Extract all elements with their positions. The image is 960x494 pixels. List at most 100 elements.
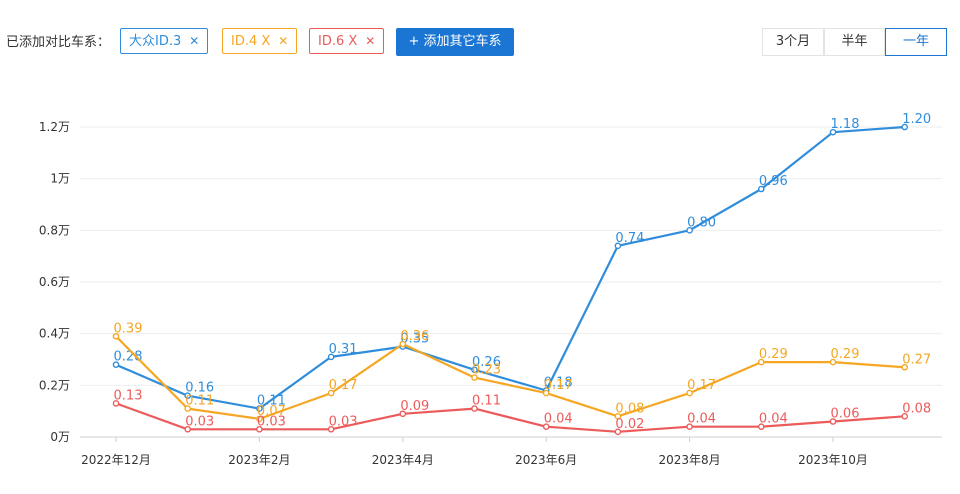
data-point xyxy=(829,128,837,136)
data-label: 0.07 xyxy=(257,404,286,419)
data-point xyxy=(471,374,478,381)
data-label: 0.08 xyxy=(902,401,931,416)
data-label: 0.36 xyxy=(400,329,429,344)
data-point xyxy=(758,358,765,366)
data-point xyxy=(112,400,120,407)
data-point xyxy=(256,425,263,433)
data-label: 0.17 xyxy=(329,378,358,393)
data-label: 0.04 xyxy=(544,412,573,427)
series-line-2 xyxy=(115,402,905,433)
data-label: 0.29 xyxy=(759,347,788,362)
data-label: 0.06 xyxy=(831,407,860,422)
data-label: 0.03 xyxy=(257,414,286,429)
data-point xyxy=(184,392,191,399)
series-tag-label: ID.6 X xyxy=(318,34,358,49)
x-tick-label: 2023年2月 xyxy=(228,453,290,467)
data-point xyxy=(686,389,693,397)
data-point xyxy=(399,410,407,418)
data-point xyxy=(614,428,622,436)
data-point xyxy=(112,332,120,340)
data-point xyxy=(686,227,693,234)
x-tick-label: 2023年8月 xyxy=(659,453,721,467)
data-point xyxy=(327,425,335,433)
data-label: 0.26 xyxy=(472,355,501,370)
toolbar: 已添加对比车系： 大众ID.3 ✕ ID.4 X ✕ ID.6 X ✕ + 添加其它车… xyxy=(0,0,960,90)
data-label: 1.20 xyxy=(902,112,931,127)
data-label: 0.16 xyxy=(185,381,214,396)
data-point xyxy=(112,361,120,368)
data-label: 0.80 xyxy=(687,215,716,230)
close-icon[interactable]: ✕ xyxy=(189,34,200,48)
range-3-months-button[interactable]: 3个月 xyxy=(762,28,824,56)
data-label: 0.27 xyxy=(902,352,931,367)
series-tag-label: 大众ID.3 xyxy=(129,34,182,49)
y-tick-label: 1万 xyxy=(50,172,70,186)
data-label: 1.18 xyxy=(831,117,860,132)
data-label: 0.74 xyxy=(615,231,644,246)
x-tick-label: 2023年10月 xyxy=(798,453,868,467)
data-point xyxy=(901,413,909,420)
data-point xyxy=(901,123,909,131)
data-label: 0.96 xyxy=(759,174,788,189)
series-tag-id3[interactable]: 大众ID.3 ✕ xyxy=(120,28,209,54)
data-label: 0.03 xyxy=(185,414,214,429)
data-point xyxy=(327,353,335,361)
y-tick-label: 0.8万 xyxy=(39,223,70,237)
y-tick-label: 0.2万 xyxy=(39,378,70,392)
data-label: 0.31 xyxy=(329,342,358,357)
add-series-button[interactable]: + 添加其它车系 xyxy=(396,28,514,56)
data-point xyxy=(829,358,837,366)
data-point xyxy=(184,405,191,412)
x-tick-label: 2023年6月 xyxy=(515,453,577,467)
series-tag-id6x[interactable]: ID.6 X ✕ xyxy=(309,28,385,54)
data-point xyxy=(471,366,478,374)
data-label: 0.17 xyxy=(544,378,573,393)
data-label: 0.13 xyxy=(114,388,143,403)
range-half-year-button[interactable]: 半年 xyxy=(824,28,885,56)
data-point xyxy=(758,423,765,430)
y-tick-label: 0万 xyxy=(50,430,70,444)
data-point xyxy=(542,389,550,397)
data-label: 0.02 xyxy=(615,417,644,432)
data-point xyxy=(256,405,263,412)
y-tick-label: 1.2万 xyxy=(39,120,70,134)
data-point xyxy=(542,423,550,430)
data-point xyxy=(829,418,837,425)
series-tag-id4x[interactable]: ID.4 X ✕ xyxy=(222,28,298,54)
data-point xyxy=(399,340,407,348)
data-point xyxy=(758,185,765,193)
data-label: 0.18 xyxy=(544,376,573,391)
x-tick-label: 2022年12月 xyxy=(81,453,151,467)
data-label: 0.35 xyxy=(400,332,429,347)
data-point xyxy=(471,405,478,412)
data-point xyxy=(184,425,191,433)
data-label: 0.11 xyxy=(472,394,501,409)
x-tick-label: 2023年4月 xyxy=(372,453,434,467)
close-icon[interactable]: ✕ xyxy=(365,34,376,48)
line-chart: 0万 0.2万 0.4万 0.6万 0.8万 1万 1.2万 2022年12月 2023年2月 2… xyxy=(39,112,942,467)
data-point xyxy=(686,423,693,430)
data-point xyxy=(614,242,622,250)
data-point xyxy=(614,413,622,420)
data-point xyxy=(327,389,335,397)
series-line-1 xyxy=(115,335,905,420)
data-label: 0.11 xyxy=(257,394,286,409)
range-one-year-button[interactable]: 一年 xyxy=(885,28,947,56)
y-tick-label: 0.4万 xyxy=(39,327,70,341)
data-point xyxy=(256,415,263,423)
data-label: 0.23 xyxy=(472,363,501,378)
data-label: 0.08 xyxy=(615,401,644,416)
close-icon[interactable]: ✕ xyxy=(278,34,289,48)
data-label: 0.28 xyxy=(114,350,143,365)
data-label: 0.04 xyxy=(759,412,788,427)
series-tag-label: ID.4 X xyxy=(231,34,271,49)
data-label: 0.03 xyxy=(329,414,358,429)
data-label: 0.29 xyxy=(831,347,860,362)
data-label: 0.09 xyxy=(400,399,429,414)
data-label: 0.04 xyxy=(687,412,716,427)
compare-label: 已添加对比车系： xyxy=(6,35,111,50)
y-tick-label: 0.6万 xyxy=(39,275,70,289)
data-label: 0.17 xyxy=(687,378,716,393)
data-point xyxy=(901,363,909,371)
series-line-0 xyxy=(115,125,905,410)
